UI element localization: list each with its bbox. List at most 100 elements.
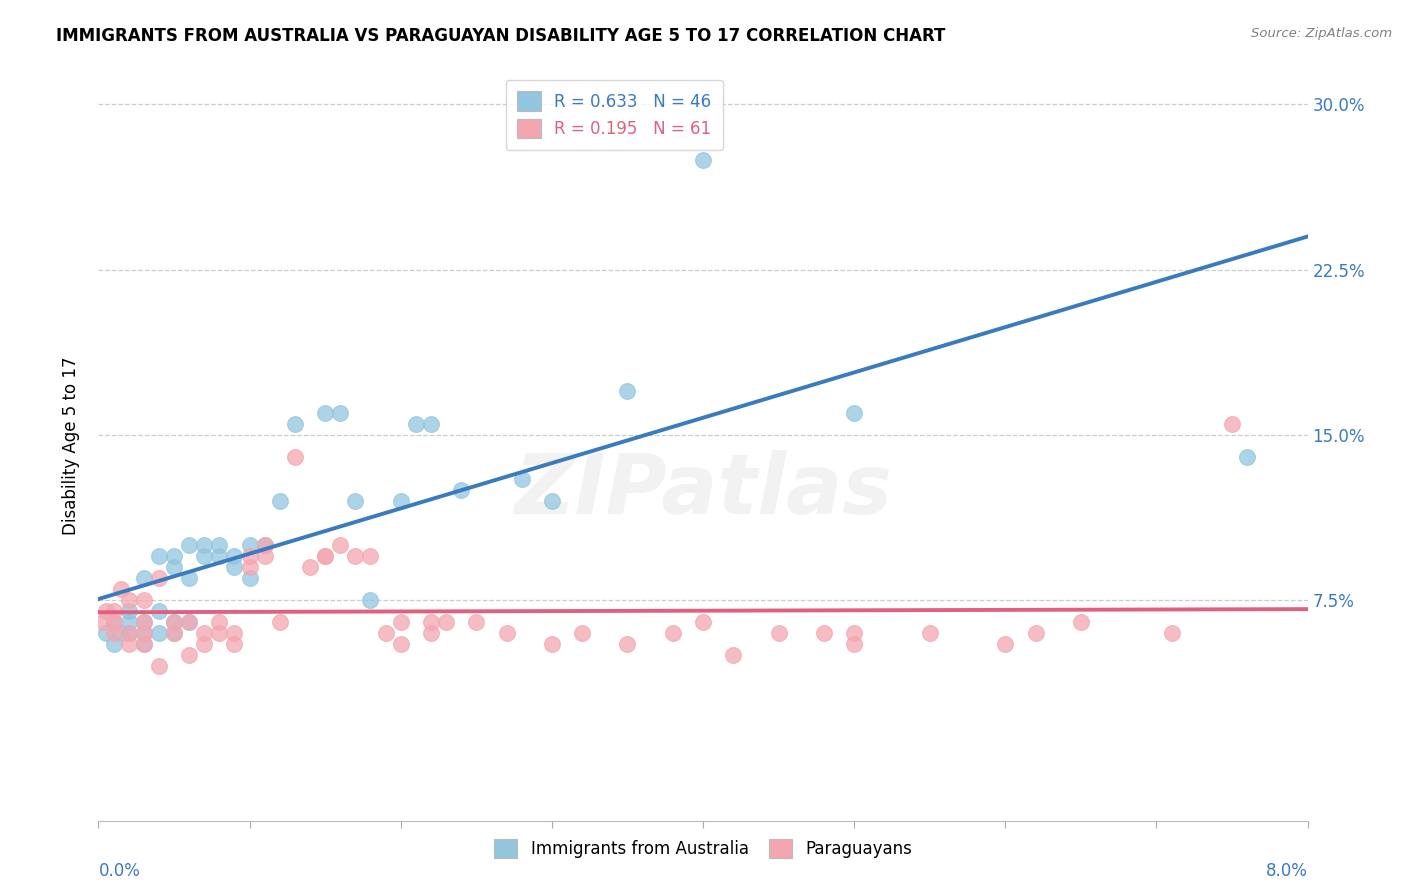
Point [510,472,533,486]
Point [994,637,1017,651]
Point [179,571,201,585]
Point [344,549,367,564]
Y-axis label: Disability Age 5 to 17: Disability Age 5 to 17 [62,357,80,535]
Point [314,406,336,420]
Point [239,538,262,552]
Point [284,417,307,431]
Point [103,604,125,618]
Point [360,593,382,607]
Point [661,626,683,640]
Point [374,626,396,640]
Point [224,560,246,574]
Text: 8.0%: 8.0% [1265,862,1308,880]
Point [179,615,201,630]
Point [284,450,307,464]
Point [1236,450,1258,464]
Point [768,626,790,640]
Point [118,593,141,607]
Point [118,626,141,640]
Point [269,494,291,508]
Legend: Immigrants from Australia, Paraguayans: Immigrants from Australia, Paraguayans [488,832,918,864]
Point [239,571,262,585]
Point [253,549,276,564]
Point [163,560,186,574]
Point [253,538,276,552]
Text: Source: ZipAtlas.com: Source: ZipAtlas.com [1251,27,1392,40]
Point [224,626,246,640]
Point [132,593,155,607]
Point [132,637,155,651]
Point [103,637,125,651]
Point [148,626,170,640]
Point [118,615,141,630]
Point [193,549,215,564]
Point [118,626,141,640]
Point [132,571,155,585]
Point [450,483,472,497]
Point [118,604,141,618]
Point [163,626,186,640]
Point [103,615,125,630]
Point [723,648,745,663]
Point [179,538,201,552]
Point [1070,615,1092,630]
Point [193,626,215,640]
Point [329,538,352,552]
Point [110,582,132,597]
Point [163,615,186,630]
Point [420,626,443,640]
Point [389,494,412,508]
Point [132,637,155,651]
Point [329,406,352,420]
Point [299,560,322,574]
Point [692,615,714,630]
Point [813,626,835,640]
Point [94,604,117,618]
Point [844,406,866,420]
Point [208,615,231,630]
Point [148,549,170,564]
Point [844,626,866,640]
Point [193,637,215,651]
Point [148,659,170,673]
Point [253,538,276,552]
Point [224,549,246,564]
Point [389,637,412,651]
Point [692,153,714,167]
Point [918,626,941,640]
Point [148,604,170,618]
Point [132,626,155,640]
Point [91,615,114,630]
Point [344,494,367,508]
Point [239,560,262,574]
Point [1220,417,1243,431]
Point [420,615,443,630]
Point [616,384,638,398]
Point [94,626,117,640]
Point [540,637,562,651]
Point [132,615,155,630]
Point [405,417,427,431]
Point [132,615,155,630]
Point [110,626,132,640]
Point [314,549,336,564]
Point [193,538,215,552]
Point [389,615,412,630]
Point [239,549,262,564]
Point [269,615,291,630]
Text: ZIPatlas: ZIPatlas [515,450,891,532]
Point [465,615,488,630]
Point [118,637,141,651]
Point [208,626,231,640]
Point [224,637,246,651]
Point [616,637,638,651]
Point [571,626,593,640]
Point [1160,626,1182,640]
Point [132,626,155,640]
Point [360,549,382,564]
Point [420,417,443,431]
Point [208,538,231,552]
Point [314,549,336,564]
Point [163,615,186,630]
Point [208,549,231,564]
